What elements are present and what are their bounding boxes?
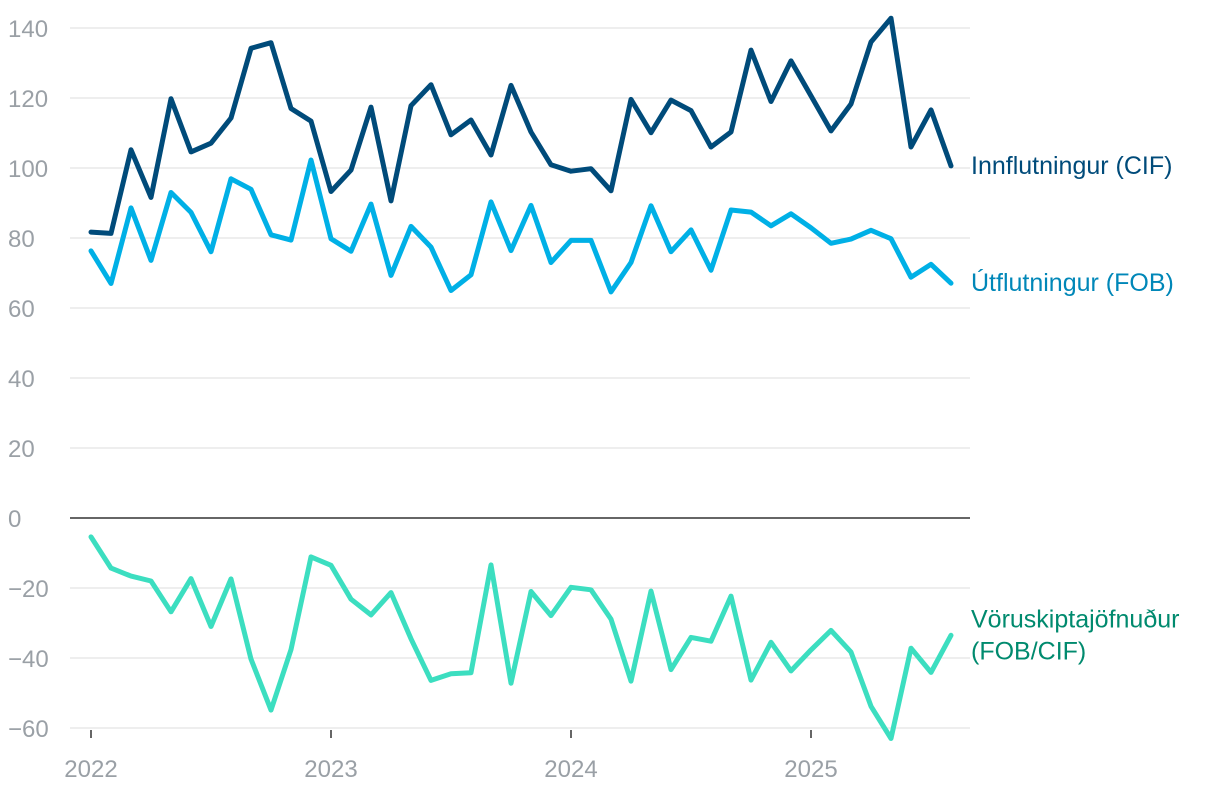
y-tick-label: 0	[8, 506, 21, 533]
x-tick-label: 2025	[784, 756, 837, 783]
y-axis: 140 120 100 80 60 40 20 0 −20 −40 −60	[8, 16, 49, 743]
y-tick-label: 120	[8, 86, 48, 113]
y-tick-label: −40	[8, 646, 49, 673]
gridlines	[70, 27, 970, 729]
y-tick-label: 20	[8, 436, 35, 463]
x-tick-label: 2024	[544, 756, 597, 783]
x-tick-label: 2022	[64, 756, 117, 783]
y-tick-label: 100	[8, 156, 48, 183]
y-tick-label: 80	[8, 226, 35, 253]
series-label: (FOB/CIF)	[971, 637, 1086, 665]
series-lines	[88, 15, 954, 741]
x-axis: 2022 2023 2024 2025	[64, 730, 838, 783]
series-line	[88, 15, 954, 236]
series-label: Útflutningur (FOB)	[971, 268, 1174, 297]
series-line	[88, 157, 954, 295]
series-line	[88, 534, 954, 741]
y-tick-label: −20	[8, 576, 49, 603]
x-tick-label: 2023	[304, 756, 357, 783]
series-label: Vöruskiptajöfnuður	[971, 605, 1179, 633]
y-tick-label: −60	[8, 716, 49, 743]
series-label: Innflutningur (CIF)	[971, 152, 1172, 180]
series-labels: Innflutningur (CIF) Útflutningur (FOB) Vör…	[971, 152, 1179, 665]
y-tick-label: 140	[8, 16, 48, 43]
y-tick-label: 60	[8, 296, 35, 323]
y-tick-label: 40	[8, 366, 35, 393]
